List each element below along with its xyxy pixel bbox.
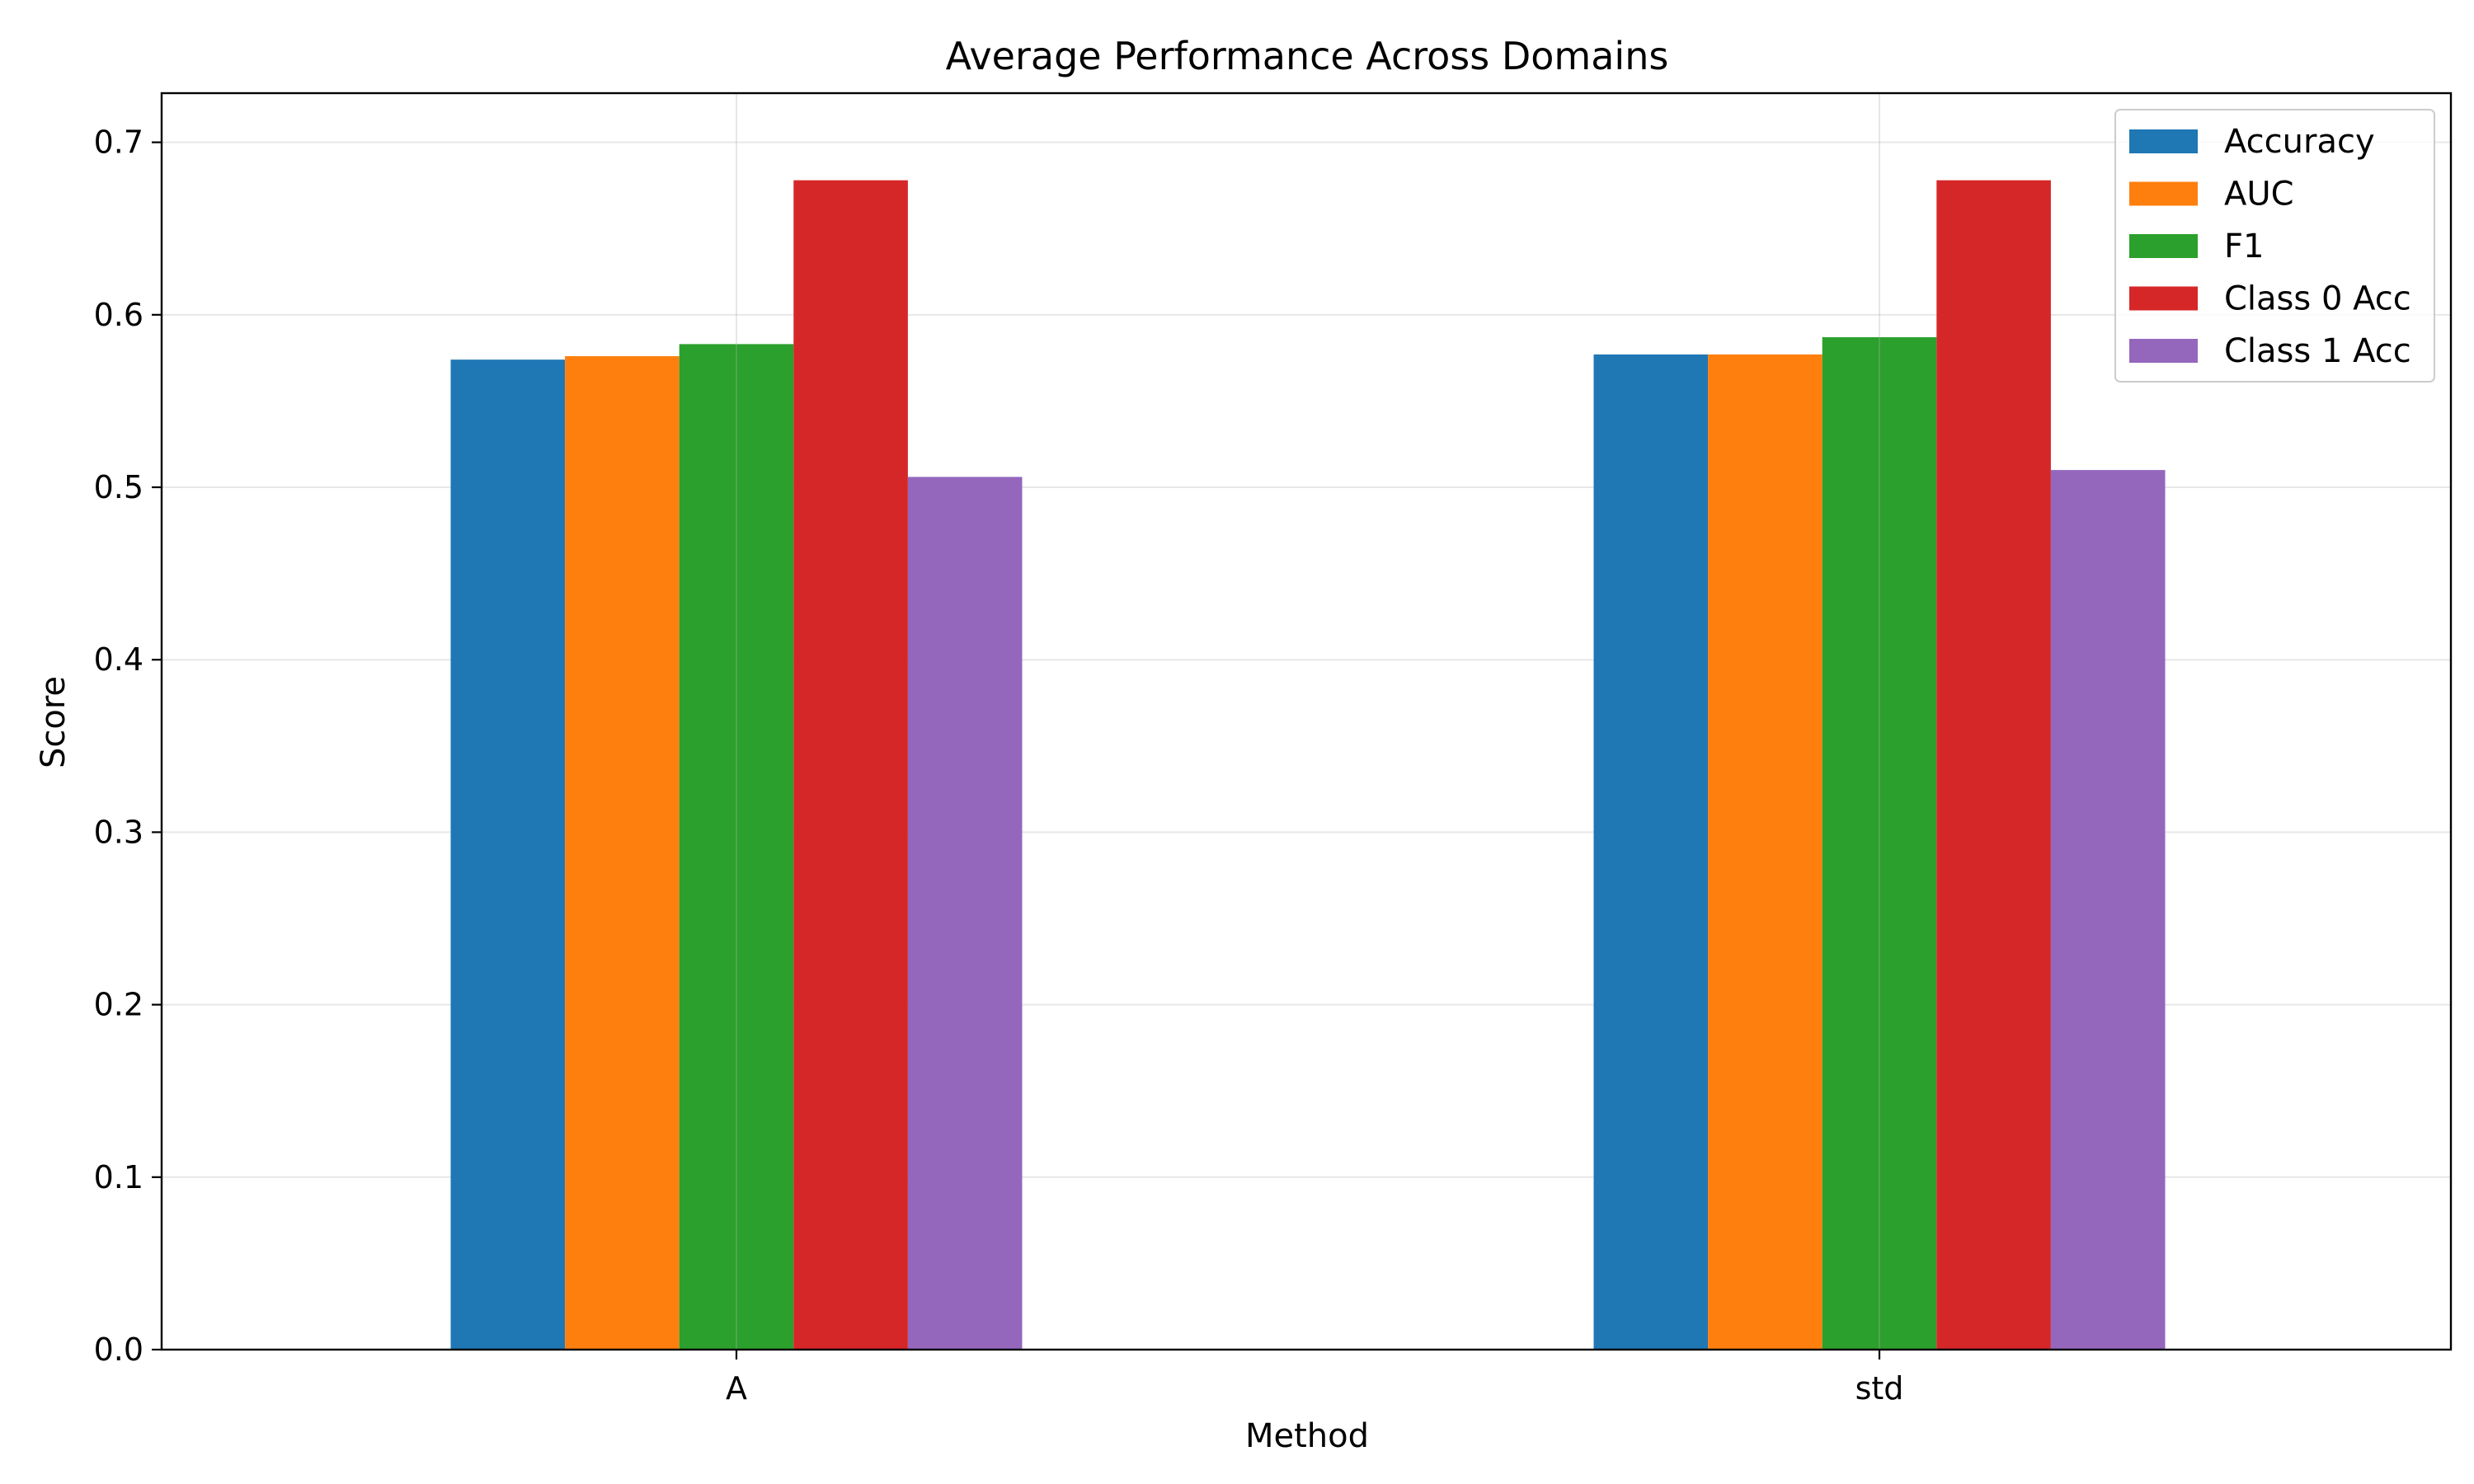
legend-swatch-accuracy (2129, 129, 2198, 153)
y-tick-label: 0.0 (94, 1331, 143, 1368)
legend-label: Accuracy (2224, 123, 2375, 161)
y-tick-label: 0.3 (94, 814, 143, 850)
bar-f1-a (679, 344, 794, 1350)
x-tick-label: std (1856, 1370, 1904, 1407)
bar-class-0-acc-a (793, 180, 908, 1350)
bar-accuracy-a (450, 359, 566, 1350)
y-tick-label: 0.4 (94, 641, 143, 678)
y-tick-label: 0.7 (94, 124, 143, 161)
legend: Accuracy AUC F1 Class 0 Acc Class 1 Acc (2114, 109, 2435, 383)
bar-auc-a (565, 356, 680, 1350)
plot-frame (160, 92, 2453, 1351)
y-tick-label: 0.2 (94, 987, 143, 1023)
bar-accuracy-std (1593, 354, 1709, 1350)
legend-swatch-auc (2129, 181, 2198, 206)
y-tick-label: 0.5 (94, 469, 143, 505)
bar-class-1-acc-std (2050, 470, 2166, 1350)
bar-class-1-acc-a (907, 477, 1023, 1350)
legend-label: Class 1 Acc (2224, 332, 2411, 370)
legend-swatch-f1 (2129, 234, 2198, 258)
bar-auc-std (1708, 354, 1823, 1350)
bar-class-0-acc-std (1936, 180, 2051, 1350)
x-tick-label: A (726, 1370, 747, 1407)
y-axis-label: Score (35, 676, 73, 768)
axes-layer: 0.0 0.1 0.2 0.3 0.4 0.5 0.6 0.7 A std (94, 92, 2453, 1407)
legend-label: AUC (2224, 176, 2294, 214)
legend-label: Class 0 Acc (2224, 280, 2411, 318)
legend-swatch-class-1-acc (2129, 339, 2198, 363)
legend-label: F1 (2224, 228, 2264, 265)
y-tick-label: 0.1 (94, 1159, 143, 1195)
legend-swatch-class-0-acc (2129, 286, 2198, 311)
x-axis-label: Method (1245, 1417, 1369, 1455)
chart-title: Average Performance Across Domains (946, 34, 1669, 78)
legend-box (2114, 109, 2435, 383)
bar-f1-std (1822, 337, 1937, 1350)
bars-layer (450, 93, 2166, 1350)
y-tick-label: 0.6 (94, 297, 143, 333)
